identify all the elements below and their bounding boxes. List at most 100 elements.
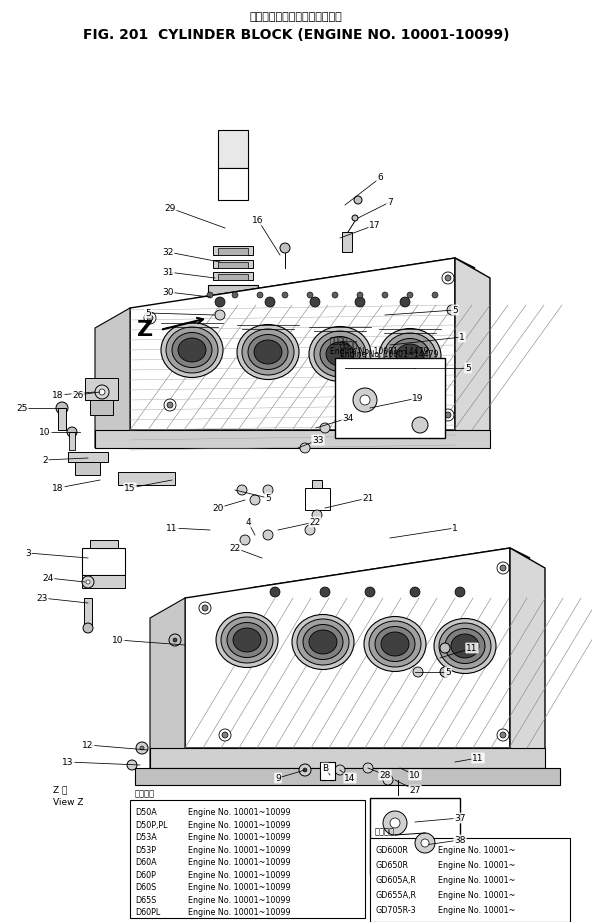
Text: 25: 25	[17, 404, 28, 412]
Text: Engine No. 10001~10099: Engine No. 10001~10099	[188, 895, 291, 904]
Circle shape	[305, 525, 315, 535]
Text: D53A: D53A	[135, 833, 157, 842]
Text: 20: 20	[213, 503, 224, 513]
Circle shape	[310, 297, 320, 307]
Text: Engine No. 10001~14479: Engine No. 10001~14479	[330, 347, 429, 356]
Circle shape	[320, 587, 330, 597]
Text: FIG. 201  CYLINDER BLOCK (ENGINE NO. 10001-10099): FIG. 201 CYLINDER BLOCK (ENGINE NO. 1000…	[83, 28, 509, 42]
Circle shape	[497, 562, 509, 574]
Circle shape	[136, 742, 148, 754]
Text: 15: 15	[124, 483, 136, 492]
Polygon shape	[305, 488, 330, 510]
Text: 26: 26	[72, 391, 83, 399]
Circle shape	[147, 315, 153, 321]
Polygon shape	[85, 378, 118, 400]
Text: GD705R-3: GD705R-3	[375, 906, 416, 915]
Circle shape	[432, 292, 438, 298]
Text: GD605A,R: GD605A,R	[375, 876, 416, 885]
Circle shape	[407, 292, 413, 298]
Text: 11: 11	[166, 524, 178, 533]
Circle shape	[383, 811, 407, 835]
Ellipse shape	[439, 623, 491, 669]
Ellipse shape	[227, 622, 267, 657]
Ellipse shape	[309, 630, 337, 654]
Circle shape	[263, 485, 273, 495]
Text: Z 㔋: Z 㔋	[53, 786, 67, 795]
Text: Engine No. 10001~10099: Engine No. 10001~10099	[188, 883, 291, 892]
Circle shape	[421, 839, 429, 847]
Bar	[335, 358, 445, 438]
Ellipse shape	[451, 634, 479, 658]
Ellipse shape	[434, 619, 496, 673]
Polygon shape	[95, 308, 130, 448]
Polygon shape	[69, 432, 75, 450]
Text: B: B	[322, 763, 328, 773]
Circle shape	[415, 833, 435, 853]
Ellipse shape	[375, 627, 415, 661]
Text: Engine No. 10001~: Engine No. 10001~	[438, 861, 516, 870]
Text: 37: 37	[454, 813, 466, 822]
Circle shape	[199, 602, 211, 614]
Ellipse shape	[309, 326, 371, 382]
Polygon shape	[82, 575, 125, 588]
Text: Engine No. 10001~10099: Engine No. 10001~10099	[188, 808, 291, 817]
Text: GD600R: GD600R	[375, 846, 408, 855]
Text: 7: 7	[387, 197, 393, 207]
Ellipse shape	[445, 629, 485, 664]
Polygon shape	[312, 480, 322, 488]
Circle shape	[353, 388, 377, 412]
Text: 29: 29	[165, 204, 176, 212]
Ellipse shape	[364, 617, 426, 671]
Text: 1: 1	[459, 333, 465, 341]
Circle shape	[413, 667, 423, 677]
Text: Z: Z	[137, 320, 153, 340]
Ellipse shape	[379, 328, 441, 384]
Text: Engine No. 10001~: Engine No. 10001~	[438, 876, 516, 885]
Text: 3: 3	[25, 549, 31, 558]
Circle shape	[240, 535, 250, 545]
Circle shape	[357, 292, 363, 298]
Circle shape	[383, 775, 393, 785]
Circle shape	[280, 243, 290, 253]
Ellipse shape	[390, 338, 430, 373]
Text: D50A: D50A	[135, 808, 157, 817]
Text: 23: 23	[36, 594, 48, 602]
Text: Engine No. 10001~10099: Engine No. 10001~10099	[188, 870, 291, 880]
Circle shape	[442, 409, 454, 421]
Text: 通用号機: 通用号機	[375, 827, 395, 836]
Ellipse shape	[396, 344, 424, 368]
Polygon shape	[118, 472, 175, 485]
Text: 5: 5	[265, 493, 271, 502]
Text: 10: 10	[39, 428, 51, 436]
Circle shape	[447, 305, 457, 315]
Circle shape	[250, 495, 260, 505]
Circle shape	[354, 196, 362, 204]
Text: 34: 34	[342, 413, 353, 422]
Polygon shape	[213, 260, 253, 268]
Text: Engine No. 10001~14479: Engine No. 10001~14479	[340, 350, 438, 359]
Text: Engine No. 10001~10099: Engine No. 10001~10099	[188, 858, 291, 867]
Circle shape	[67, 427, 77, 437]
Text: 5: 5	[465, 363, 471, 372]
Text: 18: 18	[52, 391, 64, 399]
Polygon shape	[95, 430, 490, 448]
Polygon shape	[218, 274, 248, 280]
Text: 14: 14	[345, 774, 356, 783]
Ellipse shape	[381, 632, 409, 656]
Text: 38: 38	[454, 835, 466, 845]
Ellipse shape	[254, 340, 282, 364]
Circle shape	[335, 765, 345, 775]
Circle shape	[312, 510, 322, 520]
Bar	[320, 762, 335, 780]
Circle shape	[237, 485, 247, 495]
Text: 9: 9	[275, 774, 281, 783]
Text: D60S: D60S	[135, 883, 156, 892]
Circle shape	[360, 395, 370, 405]
Circle shape	[263, 530, 273, 540]
Text: 12: 12	[82, 740, 94, 750]
Polygon shape	[150, 598, 185, 768]
Text: 11: 11	[466, 644, 478, 653]
Bar	[370, 798, 460, 874]
Circle shape	[127, 760, 137, 770]
Text: D60P: D60P	[135, 870, 156, 880]
